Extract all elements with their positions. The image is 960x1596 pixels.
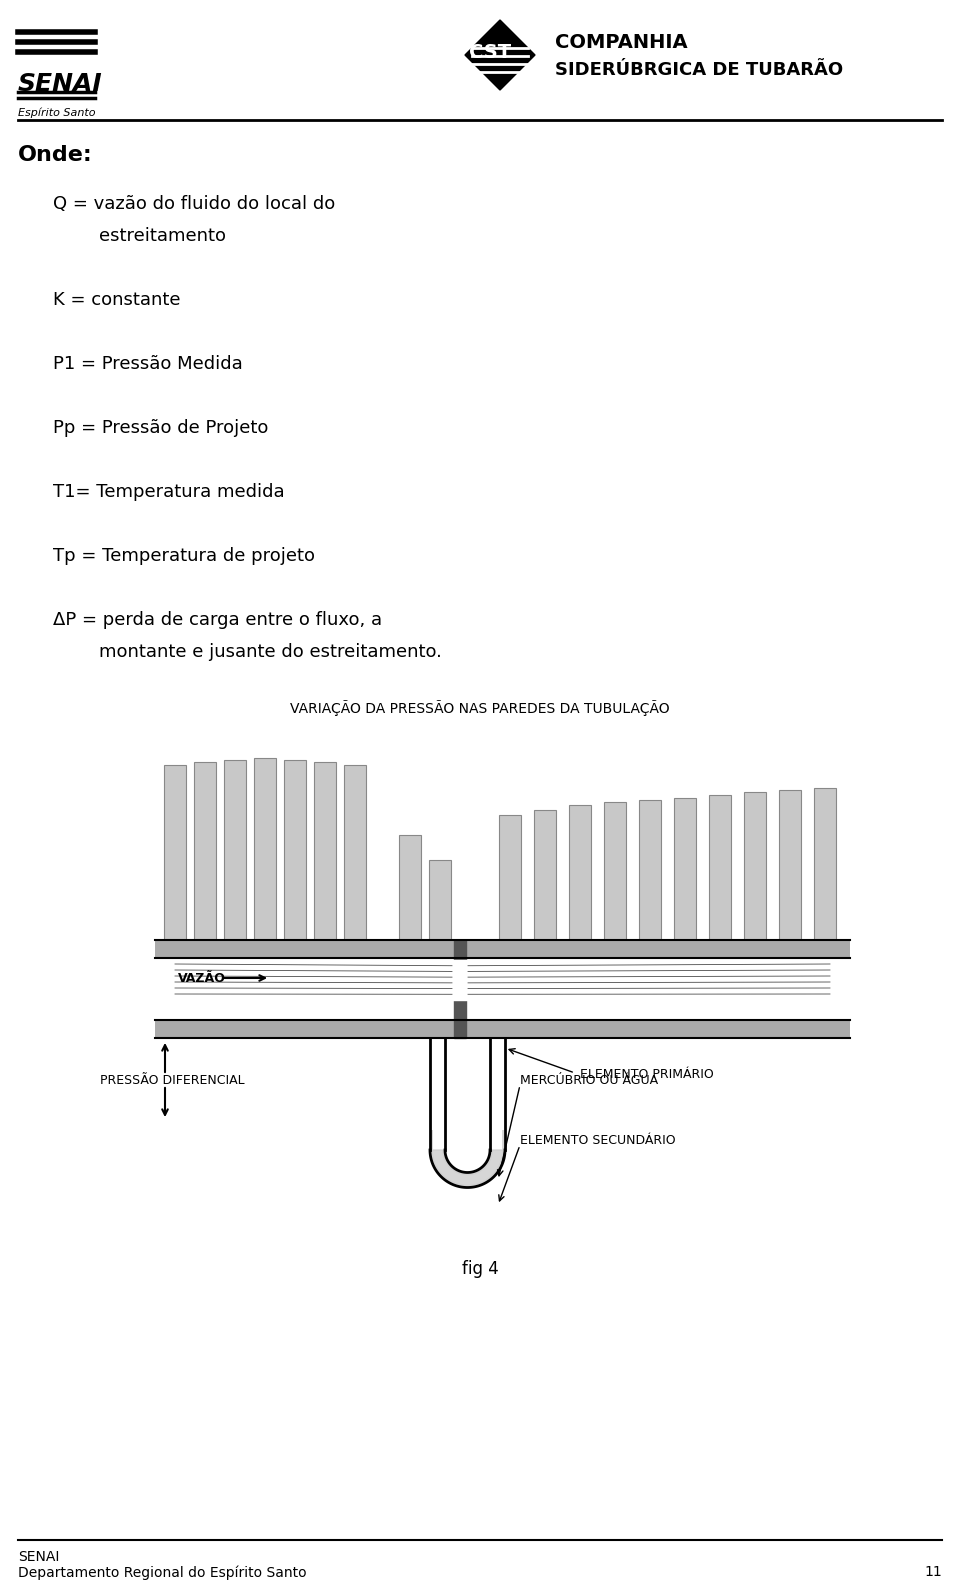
Bar — [604, 803, 626, 940]
Text: Tp = Temperatura de projeto: Tp = Temperatura de projeto — [30, 547, 315, 565]
Bar — [344, 764, 366, 940]
Text: Espírito Santo: Espírito Santo — [18, 109, 95, 118]
Bar — [429, 860, 451, 940]
Polygon shape — [454, 940, 466, 1037]
Bar — [639, 800, 661, 940]
Text: ELEMENTO SECUNDÁRIO: ELEMENTO SECUNDÁRIO — [520, 1133, 676, 1146]
Bar — [674, 798, 696, 940]
Bar — [314, 761, 336, 940]
Text: Q = vazão do fluido do local do: Q = vazão do fluido do local do — [30, 195, 335, 212]
Text: VAZÃO: VAZÃO — [178, 972, 226, 985]
Text: SENAI: SENAI — [18, 1550, 60, 1564]
Bar — [709, 795, 731, 940]
Bar — [744, 792, 766, 940]
Text: ELEMENTO PRIMÁRIO: ELEMENTO PRIMÁRIO — [580, 1068, 713, 1080]
Bar — [499, 816, 521, 940]
Bar — [224, 760, 246, 940]
Text: COMPANHIA: COMPANHIA — [555, 32, 687, 51]
Bar — [399, 835, 421, 940]
Text: Onde:: Onde: — [18, 145, 93, 164]
Text: SIDERÚBRGICA DE TUBARÃO: SIDERÚBRGICA DE TUBARÃO — [555, 61, 843, 78]
Text: Departamento Regional do Espírito Santo: Departamento Regional do Espírito Santo — [18, 1566, 306, 1580]
Polygon shape — [432, 1130, 503, 1186]
Bar — [284, 760, 306, 940]
Text: estreitamento: estreitamento — [30, 227, 226, 246]
Text: Pp = Pressão de Projeto: Pp = Pressão de Projeto — [30, 420, 269, 437]
Text: K = constante: K = constante — [30, 290, 180, 310]
Text: fig 4: fig 4 — [462, 1259, 498, 1278]
Text: PRESSÃO DIFERENCIAL: PRESSÃO DIFERENCIAL — [100, 1074, 245, 1087]
Text: SENAI: SENAI — [18, 72, 103, 96]
Text: CST: CST — [468, 43, 511, 62]
Bar — [534, 811, 556, 940]
Text: montante e jusante do estreitamento.: montante e jusante do estreitamento. — [30, 643, 442, 661]
Bar — [194, 761, 216, 940]
Bar — [814, 788, 836, 940]
Bar — [164, 764, 186, 940]
Bar — [779, 790, 801, 940]
Text: P1 = Pressão Medida: P1 = Pressão Medida — [30, 354, 243, 373]
Text: T1= Temperatura medida: T1= Temperatura medida — [30, 484, 284, 501]
Polygon shape — [452, 961, 468, 1001]
Text: VARIAÇÃO DA PRESSÃO NAS PAREDES DA TUBULAÇÃO: VARIAÇÃO DA PRESSÃO NAS PAREDES DA TUBUL… — [290, 701, 670, 717]
Text: ΔP = perda de carga entre o fluxo, a: ΔP = perda de carga entre o fluxo, a — [30, 611, 382, 629]
Bar — [569, 804, 591, 940]
Bar — [254, 758, 276, 940]
Text: MERCÚBRIO OU ÁGUA: MERCÚBRIO OU ÁGUA — [520, 1074, 659, 1087]
Polygon shape — [465, 21, 535, 89]
Text: 11: 11 — [924, 1566, 942, 1578]
